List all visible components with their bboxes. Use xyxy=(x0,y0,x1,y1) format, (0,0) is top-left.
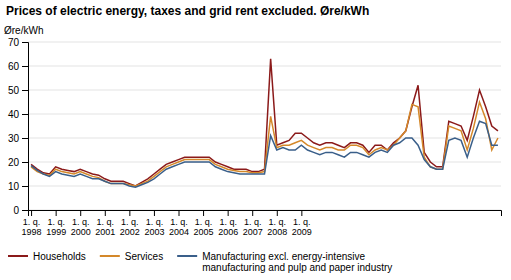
tick: 60 xyxy=(8,61,28,72)
tick-mark xyxy=(203,210,204,216)
tick: 1. q.2004 xyxy=(169,210,189,237)
tick: 1. q.2009 xyxy=(292,210,312,237)
tick-mark xyxy=(80,210,81,216)
x-axis: 1. q.19981. q.19991. q.20001. q.20011. q… xyxy=(22,210,502,237)
tick-label: 1. q.2004 xyxy=(169,217,189,237)
tick-mark xyxy=(228,210,229,216)
tick-label: 40 xyxy=(8,109,20,120)
tick: 1. q.2003 xyxy=(144,210,164,237)
tick: 70 xyxy=(8,37,28,48)
tick-label: 10 xyxy=(8,181,20,192)
axis-line xyxy=(22,43,29,211)
series-line xyxy=(31,59,498,186)
tick-mark xyxy=(179,210,180,216)
tick-mark xyxy=(301,210,302,216)
tick-mark xyxy=(31,210,32,216)
tick-mark xyxy=(22,186,28,187)
tick-mark xyxy=(56,210,57,216)
tick-label: 30 xyxy=(8,133,20,144)
legend-item: Manufacturing excl. energy-intensivemanu… xyxy=(177,251,392,274)
tick-mark xyxy=(22,162,28,163)
tick-label: 1. q.2000 xyxy=(71,217,91,237)
tick: 1. q.2005 xyxy=(194,210,214,237)
tick: 1. q.2001 xyxy=(95,210,115,237)
tick-label: 50 xyxy=(8,85,20,96)
legend-item: Services xyxy=(100,251,163,262)
tick-label: 0 xyxy=(13,205,19,216)
grid-line xyxy=(28,42,501,43)
tick-label: 1. q.2002 xyxy=(120,217,140,237)
tick-mark xyxy=(22,114,28,115)
chart: Prices of electric energy, taxes and gri… xyxy=(0,0,511,280)
tick: 10 xyxy=(8,181,28,192)
tick: 1. q.1999 xyxy=(46,210,66,237)
tick: 30 xyxy=(8,133,28,144)
tick-mark xyxy=(154,210,155,216)
tick-label: 1. q.2005 xyxy=(194,217,214,237)
tick-label: 1. q.2009 xyxy=(292,217,312,237)
tick: 1. q.2007 xyxy=(243,210,263,237)
tick: 1. q.2008 xyxy=(267,210,287,237)
tick-label: 1. q.2001 xyxy=(95,217,115,237)
tick-mark xyxy=(22,66,28,67)
tick-label: 1. q.2007 xyxy=(243,217,263,237)
tick-label: 1. q.2006 xyxy=(218,217,238,237)
tick-label: 60 xyxy=(8,61,20,72)
axis-line xyxy=(29,211,502,217)
tick-label: 70 xyxy=(8,37,20,48)
tick-label: 1. q.1999 xyxy=(46,217,66,237)
tick: 0 xyxy=(13,205,28,216)
grid-line xyxy=(28,90,501,91)
tick-mark xyxy=(105,210,106,216)
legend-swatch xyxy=(177,255,197,257)
tick-mark xyxy=(252,210,253,216)
tick: 1. q.2006 xyxy=(218,210,238,237)
legend-swatch xyxy=(8,255,28,257)
legend: Households Services Manufacturing excl. en… xyxy=(8,251,392,274)
legend-label: Manufacturing excl. energy-intensivemanu… xyxy=(202,251,392,274)
plot: 0102030405060701. q.19981. q.19991. q.20… xyxy=(8,37,502,238)
tick-mark xyxy=(22,210,28,211)
y-axis-label: Øre/kWh xyxy=(4,25,43,36)
grid-line xyxy=(28,114,501,115)
grid-line xyxy=(28,66,501,67)
tick-label: 20 xyxy=(8,157,20,168)
lines xyxy=(31,59,498,187)
tick: 40 xyxy=(8,109,28,120)
tick-mark xyxy=(277,210,278,216)
legend-item: Households xyxy=(8,251,86,262)
tick: 1. q.2002 xyxy=(120,210,140,237)
tick: 20 xyxy=(8,157,28,168)
tick-label: 1. q.1998 xyxy=(22,217,42,237)
tick-mark xyxy=(22,42,28,43)
series-line xyxy=(31,121,498,187)
grid-line xyxy=(28,186,501,187)
tick-mark xyxy=(129,210,130,216)
tick-mark xyxy=(22,138,28,139)
tick-mark xyxy=(22,90,28,91)
tick: 1. q.1998 xyxy=(22,210,42,237)
tick: 50 xyxy=(8,85,28,96)
legend-swatch xyxy=(100,255,120,257)
tick-label: 1. q.2008 xyxy=(267,217,287,237)
title: Prices of electric energy, taxes and gri… xyxy=(6,4,369,18)
tick: 1. q.2000 xyxy=(71,210,91,237)
y-axis: 0 10 20 30 40 50 60 70 xyxy=(8,37,29,216)
grid-line xyxy=(28,138,501,139)
legend-label: Households xyxy=(33,251,86,262)
tick-label: 1. q.2003 xyxy=(144,217,164,237)
grid xyxy=(28,42,501,210)
legend-label: Services xyxy=(125,251,163,262)
